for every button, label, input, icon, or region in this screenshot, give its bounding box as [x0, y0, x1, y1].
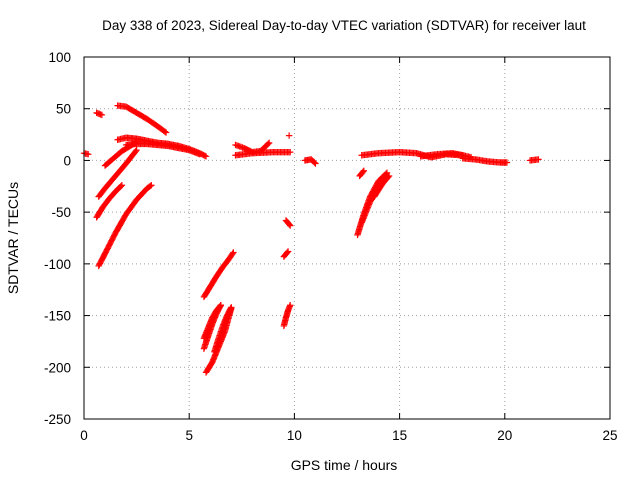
data-point: [503, 159, 511, 166]
data-track: [211, 304, 235, 355]
data-point: [118, 182, 126, 189]
data-track: [200, 302, 224, 342]
data-point: [230, 249, 237, 256]
data-point: [85, 151, 92, 158]
data-point: [147, 182, 154, 190]
data-point: [384, 173, 392, 181]
data-point: [98, 111, 106, 119]
data-track: [122, 140, 203, 158]
y-tick-label: 100: [48, 50, 71, 65]
data-track: [101, 138, 140, 169]
data-track: [371, 172, 393, 200]
y-tick-label: -250: [44, 412, 71, 427]
data-track: [459, 155, 511, 166]
data-point: [216, 303, 224, 310]
y-tick-label: -50: [51, 205, 71, 220]
data-points: [80, 102, 542, 376]
data-point: [286, 222, 294, 229]
data-track: [526, 156, 542, 164]
data-track: [301, 156, 319, 167]
data-track: [200, 249, 237, 301]
data-track: [285, 132, 293, 139]
data-point: [264, 140, 272, 148]
data-track: [95, 182, 155, 270]
data-point: [360, 167, 368, 174]
data-point: [196, 151, 203, 158]
data-point: [148, 182, 155, 189]
x-tick-label: 5: [185, 428, 193, 443]
data-point: [286, 302, 294, 309]
y-tick-label: 50: [56, 102, 71, 117]
data-point: [133, 138, 140, 146]
data-point: [162, 129, 170, 136]
grid-lines: [84, 57, 610, 419]
data-point: [312, 160, 319, 167]
y-axis-label: SDTVAR / TECUs: [5, 182, 21, 294]
chart-title: Day 338 of 2023, Sidereal Day-to-day VTE…: [102, 18, 586, 33]
data-track: [282, 217, 294, 229]
data-point: [202, 153, 210, 160]
data-point: [229, 250, 236, 257]
x-tick-label: 10: [287, 428, 302, 443]
data-point: [286, 221, 293, 228]
x-tick-label: 25: [602, 428, 617, 443]
y-tick-label: 0: [63, 153, 71, 168]
data-track: [93, 182, 126, 221]
data-track: [417, 149, 466, 160]
x-tick-label: 20: [497, 428, 512, 443]
data-point: [284, 248, 292, 255]
x-tick-label: 0: [80, 428, 88, 443]
data-track: [232, 148, 294, 159]
data-point: [132, 148, 139, 155]
data-track: [280, 248, 292, 260]
x-axis-label: GPS time / hours: [291, 457, 398, 473]
data-track: [280, 302, 294, 330]
data-track: [356, 167, 368, 180]
data-point: [265, 139, 273, 147]
data-point: [132, 139, 139, 146]
data-point: [535, 156, 542, 163]
x-tick-label: 15: [392, 428, 407, 443]
data-point: [227, 305, 234, 312]
y-tick-label: -100: [44, 257, 71, 272]
data-point: [201, 152, 208, 159]
y-tick-label: -200: [44, 360, 71, 375]
plot-frame: [83, 56, 611, 420]
data-point: [359, 168, 367, 176]
data-track: [95, 146, 140, 200]
data-point: [385, 172, 393, 180]
data-point: [133, 146, 140, 154]
data-point: [217, 302, 224, 309]
data-point: [285, 132, 293, 139]
y-tick-label: -150: [44, 309, 71, 324]
data-track: [93, 109, 106, 119]
data-point: [117, 183, 125, 190]
data-point: [284, 249, 291, 256]
data-point: [161, 128, 169, 135]
data-track: [80, 149, 92, 158]
data-point: [228, 304, 235, 311]
data-track: [114, 102, 170, 136]
data-point: [286, 148, 294, 156]
data-point: [311, 159, 318, 166]
